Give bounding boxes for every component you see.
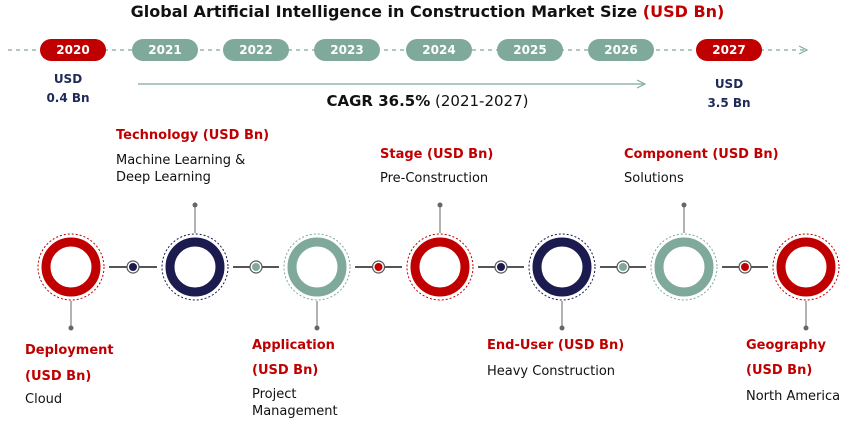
segment-component-title: Component (USD Bn): [624, 147, 779, 162]
segment-technology-value-line1: Machine Learning &: [116, 152, 245, 169]
segment-geography-unit: (USD Bn): [746, 363, 812, 378]
segment-geography-title: Geography: [746, 338, 826, 353]
year-pill-2021: 2021: [132, 39, 198, 61]
ring-application: [292, 242, 342, 292]
ring-end_user: [537, 242, 587, 292]
segment-deployment-unit: (USD Bn): [25, 369, 91, 384]
segment-stage-title: Stage (USD Bn): [380, 147, 493, 162]
pin-dot-component: [682, 203, 687, 208]
year-pill-2020: 2020: [40, 39, 106, 61]
segment-stage-value: Pre-Construction: [380, 170, 488, 187]
year-pill-2025: 2025: [497, 39, 563, 61]
segment-component-value: Solutions: [624, 170, 684, 187]
segment-geography-value: North America: [746, 388, 840, 405]
ring-technology: [170, 242, 220, 292]
pin-dot-deployment: [69, 326, 74, 331]
segment-deployment-title: Deployment: [25, 343, 114, 358]
cagr-period: (2021-2027): [435, 92, 528, 110]
pin-dot-geography: [804, 326, 809, 331]
cagr-value: CAGR 36.5%: [327, 92, 431, 110]
segment-end-user-value: Heavy Construction: [487, 363, 615, 380]
year-pill-2024: 2024: [406, 39, 472, 61]
segment-application-value-line2: Management: [252, 403, 338, 420]
segment-application-unit: (USD Bn): [252, 363, 318, 378]
connector-node-1: [129, 263, 137, 271]
pin-dot-stage: [438, 203, 443, 208]
segment-deployment-value: Cloud: [25, 391, 62, 408]
pin-dot-end_user: [560, 326, 565, 331]
ring-component: [659, 242, 709, 292]
pin-dot-technology: [193, 203, 198, 208]
segment-rings: [38, 203, 839, 331]
connector-node-6: [741, 263, 749, 271]
segment-application-value: Project Management: [252, 386, 338, 420]
segment-end-user-title: End-User (USD Bn): [487, 338, 624, 353]
segment-technology-value-line2: Deep Learning: [116, 169, 245, 186]
year-pill-2027: 2027: [696, 39, 762, 61]
segment-application-value-line1: Project: [252, 386, 338, 403]
ring-geography: [781, 242, 831, 292]
start-currency: USD: [28, 70, 108, 89]
connector-node-4: [497, 263, 505, 271]
year-pill-2026: 2026: [588, 39, 654, 61]
segment-application-title: Application: [252, 338, 335, 353]
pin-dot-application: [315, 326, 320, 331]
ring-deployment: [46, 242, 96, 292]
ring-stage: [415, 242, 465, 292]
segment-technology-title: Technology (USD Bn): [116, 128, 269, 143]
cagr-label: CAGR 36.5% (2021-2027): [0, 92, 855, 110]
year-pill-2022: 2022: [223, 39, 289, 61]
connector-node-3: [375, 263, 383, 271]
segment-technology-value: Machine Learning & Deep Learning: [116, 152, 245, 186]
year-pill-2023: 2023: [314, 39, 380, 61]
connector-node-2: [252, 263, 260, 271]
connector-node-5: [619, 263, 627, 271]
